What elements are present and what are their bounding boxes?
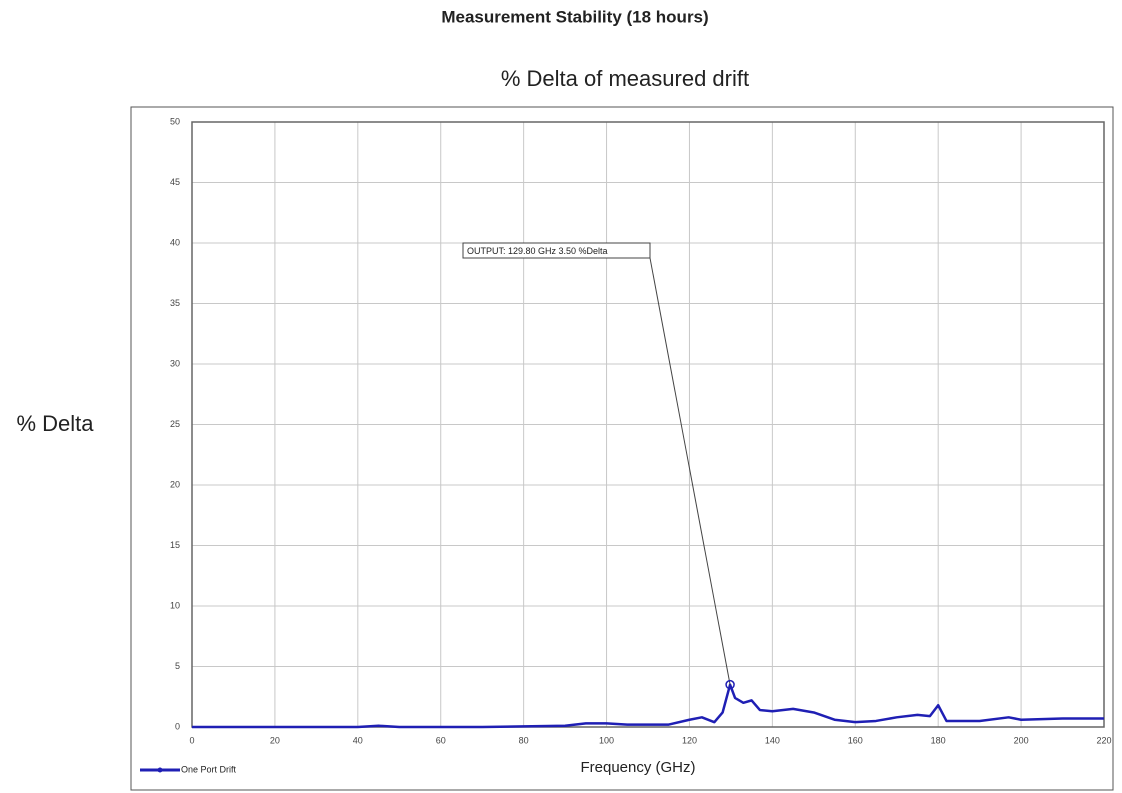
- annotation-point: [725, 679, 735, 690]
- y-tick-label: 10: [170, 600, 180, 610]
- y-tick-label: 45: [170, 177, 180, 187]
- x-tick-label: 160: [848, 735, 863, 745]
- x-axis-label: Frequency (GHz): [580, 759, 695, 776]
- annotation-leader: [649, 257, 731, 685]
- chart-frame: [130, 106, 1114, 791]
- x-tick-label: 100: [599, 735, 614, 745]
- x-tick-label: 60: [436, 735, 446, 745]
- x-tick-label: 120: [682, 735, 697, 745]
- y-tick-label: 0: [175, 721, 180, 731]
- y-tick-label: 5: [175, 661, 180, 671]
- x-tick-label: 180: [931, 735, 946, 745]
- y-tick-label: 35: [170, 298, 180, 308]
- x-tick-label: 200: [1014, 735, 1029, 745]
- x-tick-label: 80: [519, 735, 529, 745]
- legend-marker: [157, 767, 163, 773]
- x-tick-label: 0: [189, 735, 194, 745]
- y-tick-label: 20: [170, 479, 180, 489]
- chart-title: Measurement Stability (18 hours): [441, 7, 708, 26]
- y-axis-label: % Delta: [16, 411, 94, 436]
- y-tick-label: 15: [170, 540, 180, 550]
- chart-subtitle: % Delta of measured drift: [501, 66, 749, 91]
- x-tick-label: 140: [765, 735, 780, 745]
- x-tick-label: 40: [353, 735, 363, 745]
- annotation-text: OUTPUT: 129.80 GHz 3.50 %Delta: [467, 246, 608, 256]
- annotation-box: [462, 242, 651, 259]
- y-tick-label: 50: [170, 116, 180, 126]
- y-tick-label: 40: [170, 237, 180, 247]
- y-tick-label: 25: [170, 419, 180, 429]
- data-line: [192, 683, 1104, 729]
- legend-label: One Port Drift: [181, 764, 237, 774]
- plot-area: [191, 121, 1105, 728]
- x-tick-label: 220: [1096, 735, 1111, 745]
- y-tick-label: 30: [170, 358, 180, 368]
- x-tick-label: 20: [270, 735, 280, 745]
